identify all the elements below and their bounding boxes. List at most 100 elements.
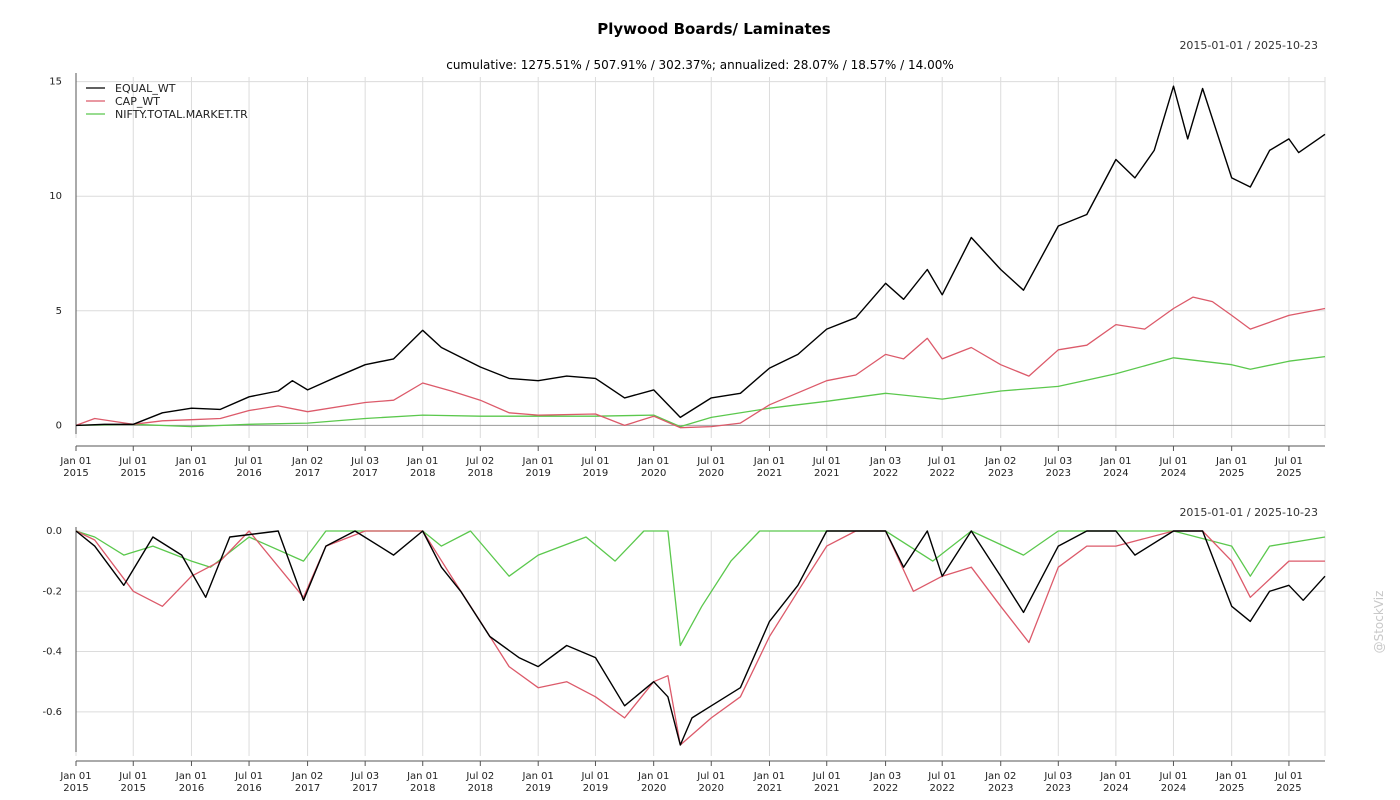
legend-entry: CAP_WT [115, 95, 160, 108]
x-tick-year: 2023 [1046, 783, 1071, 794]
x-tick-year: 2018 [410, 783, 435, 794]
x-tick-year: 2022 [929, 783, 954, 794]
x-tick-year: 2022 [873, 468, 898, 479]
x-tick-label: Jan 01 [406, 456, 438, 467]
x-tick-year: 2015 [63, 468, 88, 479]
x-tick-label: Jul 02 [465, 771, 494, 782]
x-tick-year: 2021 [814, 468, 839, 479]
x-tick-year: 2025 [1219, 468, 1244, 479]
series-line-equal-wt [75, 85, 1326, 427]
x-tick-label: Jul 01 [234, 456, 263, 467]
x-tick-label: Jan 01 [522, 456, 554, 467]
x-tick-label: Jul 01 [927, 456, 956, 467]
y-tick-label: 5 [56, 306, 62, 317]
x-tick-label: Jan 01 [1215, 771, 1247, 782]
x-tick-year: 2021 [757, 468, 782, 479]
x-tick-year: 2016 [236, 783, 261, 794]
x-tick-year: 2020 [699, 468, 724, 479]
x-tick-label: Jul 01 [927, 771, 956, 782]
chart-subtitle: cumulative: 1275.51% / 507.91% / 302.37%… [446, 58, 954, 72]
x-tick-year: 2025 [1276, 468, 1301, 479]
x-tick-year: 2023 [1046, 468, 1071, 479]
x-tick-label: Jul 01 [118, 771, 147, 782]
y-tick-label: -0.2 [42, 586, 62, 597]
x-tick-year: 2024 [1103, 783, 1128, 794]
legend-entry: EQUAL_WT [115, 82, 176, 95]
x-tick-year: 2016 [179, 783, 204, 794]
series-line-equal-wt [75, 530, 1326, 746]
x-tick-label: Jul 01 [234, 771, 263, 782]
x-tick-label: Jul 03 [1043, 456, 1072, 467]
y-tick-label: -0.4 [42, 647, 62, 658]
x-tick-year: 2023 [988, 468, 1013, 479]
x-tick-label: Jan 01 [637, 456, 669, 467]
x-tick-year: 2020 [699, 783, 724, 794]
x-tick-label: Jan 02 [291, 456, 323, 467]
series-line-nifty-total-market-tr [75, 355, 1326, 428]
x-tick-label: Jan 01 [1215, 456, 1247, 467]
series-line-cap-wt [75, 530, 1325, 746]
x-tick-label: Jan 01 [753, 456, 785, 467]
x-tick-year: 2022 [929, 468, 954, 479]
x-tick-label: Jan 01 [175, 456, 207, 467]
x-tick-year: 2017 [295, 783, 320, 794]
x-tick-year: 2018 [468, 783, 493, 794]
x-tick-year: 2019 [583, 783, 608, 794]
y-tick-label: 0 [56, 420, 62, 431]
y-tick-label: 10 [49, 191, 62, 202]
x-tick-label: Jan 01 [753, 771, 785, 782]
x-tick-label: Jul 02 [465, 456, 494, 467]
x-tick-year: 2020 [641, 468, 666, 479]
x-tick-year: 2024 [1161, 783, 1186, 794]
x-tick-year: 2015 [63, 783, 88, 794]
x-tick-year: 2019 [525, 468, 550, 479]
x-tick-label: Jul 01 [580, 771, 609, 782]
x-tick-label: Jul 01 [812, 456, 841, 467]
x-tick-label: Jul 01 [580, 456, 609, 467]
x-tick-label: Jul 03 [350, 771, 379, 782]
x-tick-label: Jan 01 [59, 771, 91, 782]
x-tick-year: 2016 [236, 468, 261, 479]
x-tick-label: Jan 02 [984, 456, 1016, 467]
x-tick-year: 2015 [121, 468, 146, 479]
x-tick-label: Jan 01 [637, 771, 669, 782]
series-line-cap-wt [75, 296, 1326, 429]
x-tick-year: 2016 [179, 468, 204, 479]
x-tick-year: 2021 [814, 783, 839, 794]
x-tick-label: Jul 01 [1274, 771, 1303, 782]
y-tick-label: 15 [49, 77, 62, 88]
x-tick-year: 2018 [468, 468, 493, 479]
y-tick-label: -0.6 [42, 707, 62, 718]
y-tick-label: 0.0 [46, 526, 62, 537]
x-tick-label: Jul 01 [1158, 456, 1187, 467]
x-tick-label: Jul 01 [696, 456, 725, 467]
x-tick-label: Jul 03 [1043, 771, 1072, 782]
legend-entry: NIFTY.TOTAL.MARKET.TR [115, 108, 248, 121]
x-tick-year: 2023 [988, 783, 1013, 794]
x-tick-year: 2019 [583, 468, 608, 479]
x-tick-year: 2025 [1276, 783, 1301, 794]
x-tick-year: 2021 [757, 783, 782, 794]
x-tick-year: 2017 [352, 783, 377, 794]
x-tick-label: Jan 01 [406, 771, 438, 782]
x-tick-year: 2024 [1161, 468, 1186, 479]
x-tick-label: Jan 03 [869, 456, 901, 467]
x-tick-year: 2019 [525, 783, 550, 794]
x-tick-label: Jan 02 [291, 771, 323, 782]
x-tick-year: 2020 [641, 783, 666, 794]
x-tick-label: Jul 03 [350, 456, 379, 467]
x-tick-label: Jul 01 [812, 771, 841, 782]
x-tick-label: Jul 01 [1158, 771, 1187, 782]
x-tick-label: Jan 02 [984, 771, 1016, 782]
top-date-range: 2015-01-01 / 2025-10-23 [1179, 39, 1318, 52]
x-tick-year: 2017 [295, 468, 320, 479]
x-tick-year: 2015 [121, 783, 146, 794]
chart-title: Plywood Boards/ Laminates [597, 20, 831, 38]
x-tick-label: Jan 01 [175, 771, 207, 782]
x-tick-year: 2024 [1103, 468, 1128, 479]
x-tick-label: Jan 01 [1099, 771, 1131, 782]
